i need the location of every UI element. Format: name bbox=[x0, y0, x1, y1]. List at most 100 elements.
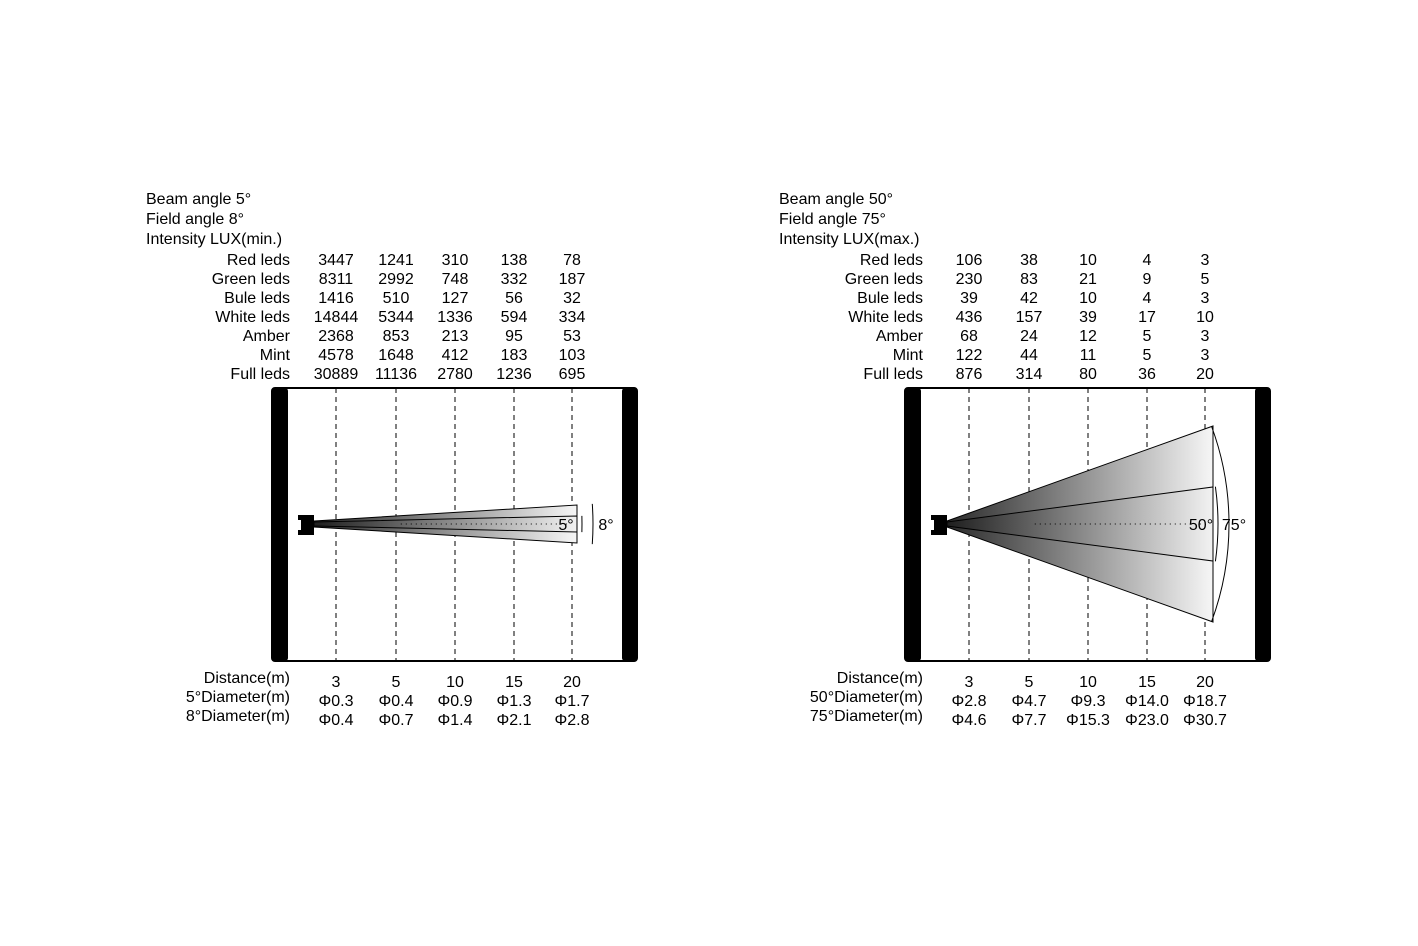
lux-value: 122 bbox=[956, 347, 983, 364]
lux-value: 3 bbox=[1201, 290, 1210, 307]
distance-value: 15 bbox=[505, 674, 523, 691]
fixture-icon bbox=[931, 515, 947, 535]
distance-value: 20 bbox=[1196, 674, 1214, 691]
right-wall bbox=[1255, 388, 1270, 661]
lux-value: 83 bbox=[1020, 271, 1038, 288]
lux-value: 39 bbox=[1079, 309, 1097, 326]
lux-value: 3 bbox=[1201, 328, 1210, 345]
lux-value: 3 bbox=[1201, 252, 1210, 269]
footer-label: 8°Diameter(m) bbox=[186, 708, 290, 725]
distance-value: 3 bbox=[332, 674, 341, 691]
lux-value: 334 bbox=[559, 309, 586, 326]
lux-value: 594 bbox=[501, 309, 528, 326]
row-label: White leds bbox=[848, 309, 923, 326]
header-line: Intensity LUX(min.) bbox=[146, 231, 282, 248]
distance-value: 3 bbox=[965, 674, 974, 691]
lux-value: 5 bbox=[1143, 328, 1152, 345]
diameter-value: Φ18.7 bbox=[1183, 693, 1227, 710]
field-angle-label: 75° bbox=[1222, 517, 1246, 534]
lux-value: 1241 bbox=[378, 252, 414, 269]
lux-value: 8311 bbox=[319, 271, 354, 288]
lux-value: 12 bbox=[1079, 328, 1097, 345]
lux-value: 1648 bbox=[378, 347, 414, 364]
row-label: Amber bbox=[243, 328, 291, 345]
footer-label: 75°Diameter(m) bbox=[810, 708, 923, 725]
field-angle-arc bbox=[591, 503, 594, 545]
footer-label: 5°Diameter(m) bbox=[186, 689, 290, 706]
lux-value: 213 bbox=[442, 328, 469, 345]
footer-label: Distance(m) bbox=[837, 670, 923, 687]
lux-value: 2368 bbox=[318, 328, 354, 345]
lux-value: 9 bbox=[1143, 271, 1152, 288]
lux-value: 42 bbox=[1020, 290, 1038, 307]
row-label: Green leds bbox=[212, 271, 290, 288]
lux-value: 14844 bbox=[314, 309, 359, 326]
lux-value: 332 bbox=[501, 271, 528, 288]
lux-value: 39 bbox=[960, 290, 978, 307]
diameter-value: Φ0.4 bbox=[378, 693, 413, 710]
row-label: Full leds bbox=[230, 366, 290, 383]
lux-value: 5 bbox=[1143, 347, 1152, 364]
row-label: Red leds bbox=[860, 252, 923, 269]
beam-angle-label: 50° bbox=[1189, 517, 1213, 534]
diameter-value: Φ4.6 bbox=[951, 712, 986, 729]
lux-value: 853 bbox=[383, 328, 410, 345]
row-label: Mint bbox=[893, 347, 924, 364]
lux-value: 17 bbox=[1138, 309, 1156, 326]
lux-value: 310 bbox=[442, 252, 469, 269]
lux-value: 695 bbox=[559, 366, 586, 383]
lux-value: 68 bbox=[960, 328, 978, 345]
left-wall bbox=[272, 388, 288, 661]
diameter-value: Φ0.7 bbox=[378, 712, 413, 729]
lux-value: 187 bbox=[559, 271, 586, 288]
lux-value: 876 bbox=[956, 366, 983, 383]
lux-value: 510 bbox=[383, 290, 410, 307]
left-wall bbox=[905, 388, 921, 661]
lux-value: 4 bbox=[1143, 252, 1152, 269]
diameter-value: Φ0.4 bbox=[318, 712, 353, 729]
lux-value: 10 bbox=[1196, 309, 1214, 326]
header-line: Beam angle 50° bbox=[779, 191, 893, 208]
lux-value: 11 bbox=[1080, 347, 1097, 364]
header-line: Beam angle 5° bbox=[146, 191, 251, 208]
header-line: Field angle 75° bbox=[779, 211, 886, 228]
diameter-value: Φ1.3 bbox=[496, 693, 531, 710]
diameter-value: Φ0.9 bbox=[437, 693, 472, 710]
header-line: Intensity LUX(max.) bbox=[779, 231, 919, 248]
lux-value: 138 bbox=[501, 252, 528, 269]
lux-value: 4578 bbox=[318, 347, 354, 364]
distance-value: 10 bbox=[446, 674, 464, 691]
lux-value: 2992 bbox=[378, 271, 414, 288]
lux-value: 230 bbox=[956, 271, 983, 288]
lux-value: 3447 bbox=[318, 252, 354, 269]
diameter-value: Φ2.1 bbox=[496, 712, 531, 729]
lux-value: 4 bbox=[1143, 290, 1152, 307]
row-label: Red leds bbox=[227, 252, 290, 269]
row-label: Mint bbox=[260, 347, 291, 364]
beam-angle-arc bbox=[1214, 486, 1219, 562]
distance-value: 20 bbox=[563, 674, 581, 691]
lux-value: 32 bbox=[563, 290, 581, 307]
lux-value: 157 bbox=[1016, 309, 1043, 326]
lux-value: 127 bbox=[442, 290, 469, 307]
diameter-value: Φ4.7 bbox=[1011, 693, 1046, 710]
lux-value: 2780 bbox=[437, 366, 473, 383]
lux-value: 20 bbox=[1196, 366, 1214, 383]
diameter-value: Φ9.3 bbox=[1070, 693, 1105, 710]
lux-value: 56 bbox=[505, 290, 523, 307]
lux-value: 5 bbox=[1201, 271, 1210, 288]
lux-value: 748 bbox=[442, 271, 469, 288]
distance-value: 15 bbox=[1138, 674, 1156, 691]
diameter-value: Φ23.0 bbox=[1125, 712, 1169, 729]
lux-value: 436 bbox=[956, 309, 983, 326]
lux-value: 95 bbox=[505, 328, 523, 345]
lux-value: 36 bbox=[1138, 366, 1156, 383]
diameter-value: Φ2.8 bbox=[554, 712, 589, 729]
lux-value: 10 bbox=[1079, 290, 1097, 307]
panel-1: Beam angle 5° Field angle 8° Intensity LUX… bbox=[146, 191, 638, 729]
lux-value: 78 bbox=[563, 252, 581, 269]
lux-value: 183 bbox=[501, 347, 528, 364]
row-label: Green leds bbox=[845, 271, 923, 288]
panel-2: Beam angle 50° Field angle 75° Intensity L… bbox=[779, 191, 1271, 729]
